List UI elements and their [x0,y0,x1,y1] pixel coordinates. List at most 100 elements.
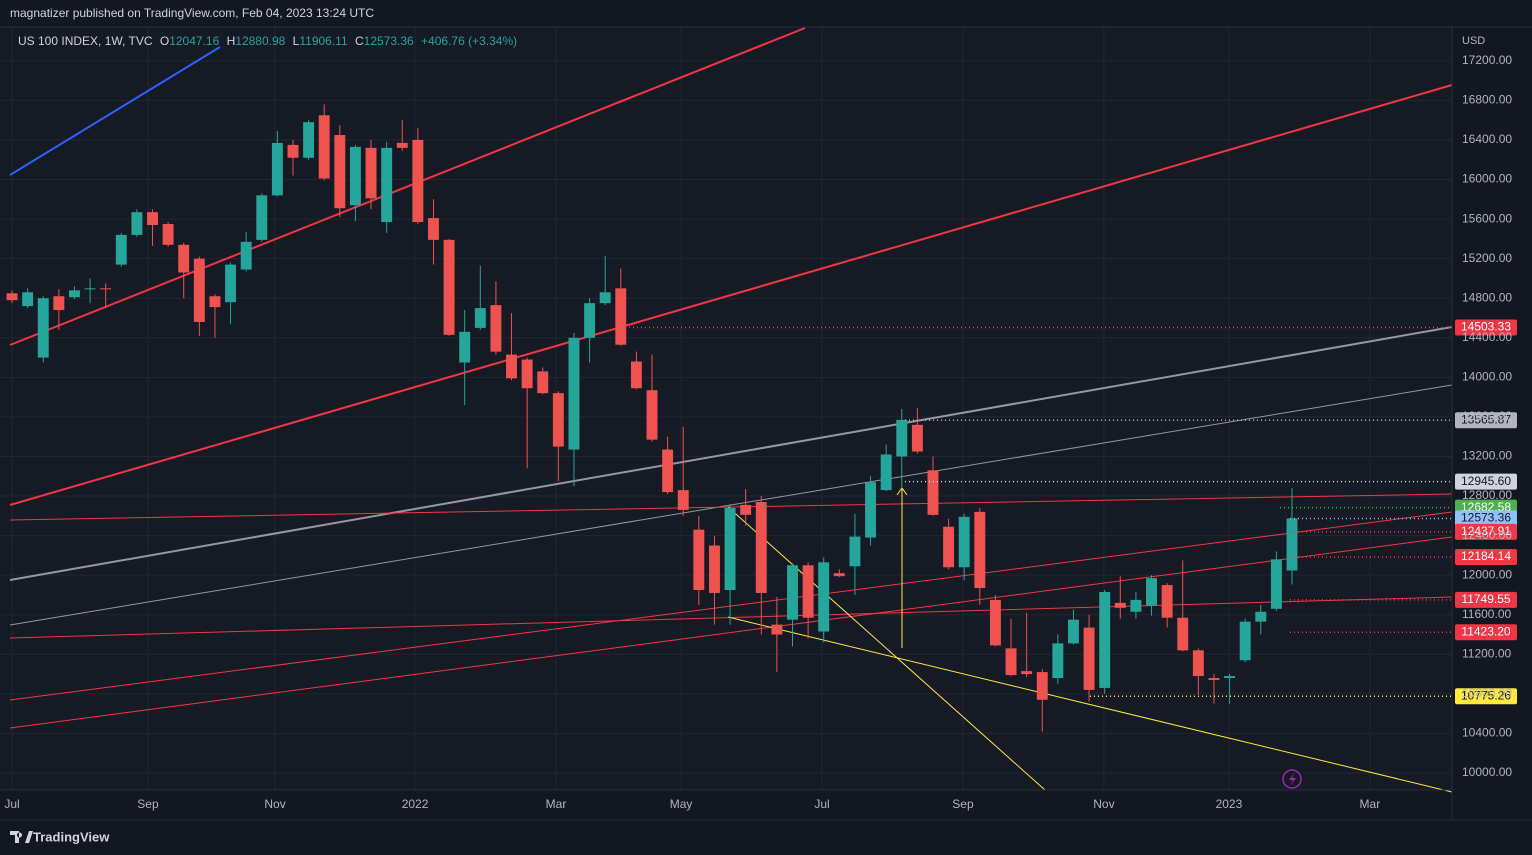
y-tick-label: 15200.00 [1462,251,1512,265]
candle-body [100,288,112,290]
candle-body [880,454,892,491]
y-tick-label: 16800.00 [1462,93,1512,107]
candle-body [178,244,190,273]
candle-body [771,624,783,635]
candle-body [646,390,658,440]
legend-change: +406.76 (+3.34%) [421,34,517,48]
candle-body [428,218,439,240]
footer-brand: TradingView [33,829,110,844]
candle-body [193,258,205,322]
price-label: 12437.91 [1461,524,1511,538]
y-tick-label: 14400.00 [1462,330,1512,344]
price-label-box [1455,473,1517,490]
price-label: 11749.55 [1461,592,1510,606]
legend-key: C [355,34,364,48]
event-icon-bolt [1289,773,1296,786]
candle-body [1005,648,1017,676]
trend-line [9,493,1453,521]
candle-body [349,146,361,206]
y-tick-label: 12400.00 [1462,528,1512,542]
candle-body [115,234,127,265]
x-tick-label: Nov [264,797,285,811]
x-tick-label: Mar [546,797,567,811]
candle-body [365,147,377,199]
candle-body [1239,621,1251,661]
y-tick-label: 10800.00 [1462,686,1512,700]
candle-body [599,292,611,304]
logo-mark [10,831,33,843]
levels: 14503.33 13565.87 12945.60 12682.5812573.36… [625,319,1517,705]
x-tick-label: Jul [814,797,829,811]
candle-body [318,115,330,179]
candle-body [84,288,96,290]
price-label: 14503.33 [1461,320,1511,334]
candle-body [1052,643,1064,679]
price-label: 12184.14 [1461,549,1511,563]
candle-body [240,241,252,270]
event-icon[interactable] [1282,769,1302,789]
candle-body [958,516,970,568]
candle-body [662,449,674,493]
legend: US 100 INDEX, 1W, TVC O12047.16 H12880.9… [18,34,517,48]
price-label-box [1455,412,1517,429]
legend-value: 11906.11 [299,34,348,48]
candle-body [1192,650,1204,677]
x-tick-label: Sep [137,797,159,811]
candle-body [1083,627,1095,690]
trend-line [9,46,221,176]
y-tick-label: 10000.00 [1462,765,1512,779]
candle-body [630,361,642,389]
candle-body [896,419,908,457]
trend-line [727,506,1046,791]
candle-body [1208,678,1220,681]
candle-body [1114,602,1126,608]
candle-body [256,195,268,240]
y-tick-label: 14000.00 [1462,370,1512,384]
price-label: 12945.60 [1461,474,1511,488]
candle-body [1130,599,1142,612]
candle-body [490,305,502,352]
trend-line [9,84,1453,506]
candle-body [68,290,80,298]
candle-body [1036,672,1048,700]
legend-value: 12880.98 [235,34,285,48]
legend-value: 12573.36 [364,34,414,48]
header: magnatizer published on TradingView.com,… [10,6,374,20]
candle-body [911,424,923,452]
trend-line [9,326,1453,581]
candle-body [989,599,1001,646]
candle-body [37,298,49,358]
candle-body [1177,617,1189,651]
candle-body [1270,559,1282,609]
candle-body [568,337,580,450]
x-tick-label: Nov [1093,797,1114,811]
x-tick-label: Mar [1360,797,1381,811]
candle-body [287,144,299,158]
candle-body [459,331,471,363]
legend-key: L [293,34,300,48]
currency: USD [1462,35,1485,47]
candle-body [381,147,393,223]
candle-body [1255,611,1267,622]
candle-body [943,526,955,568]
legend-value: 12047.16 [169,34,219,48]
candle-body [209,296,221,308]
candle-body [271,142,283,196]
candle-body [818,562,830,632]
candle-body [1099,591,1111,688]
legend-symbol: US 100 INDEX, 1W, TVC [18,34,153,48]
candle-body [974,511,986,589]
candle-body [833,573,845,577]
y-tick-label: 16000.00 [1462,172,1512,186]
y-tick-label: 11200.00 [1462,646,1511,660]
candle-body [755,501,767,593]
candle-body [787,565,798,620]
candle-body [615,288,627,345]
candle-body [334,135,346,209]
candle-body [6,293,18,301]
price-label-box [1455,548,1517,565]
price-label-box [1455,591,1517,608]
y-tick-label: 13600.00 [1462,409,1512,423]
